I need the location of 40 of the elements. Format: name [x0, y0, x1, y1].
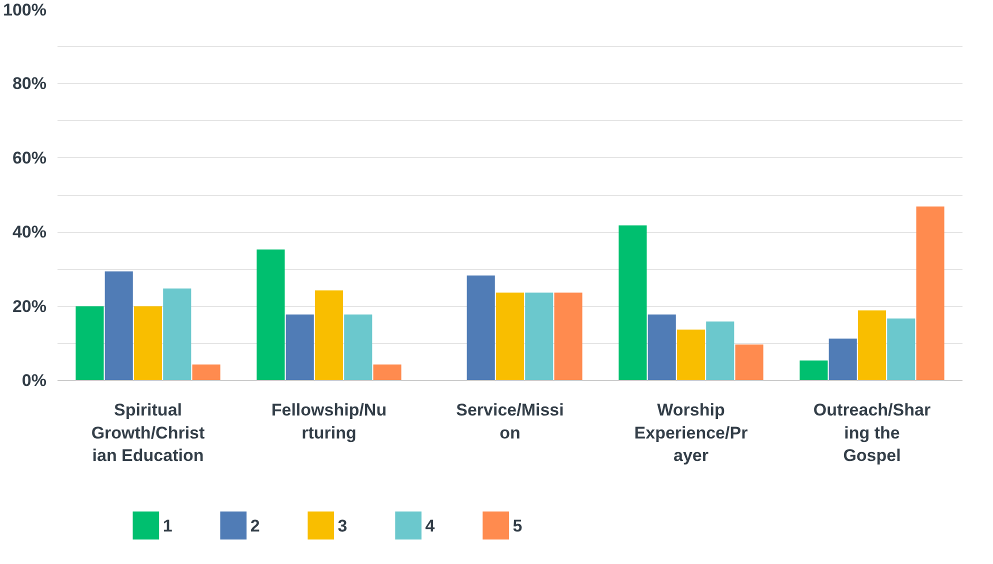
legend-label: 2 [250, 516, 260, 536]
legend-label: 5 [512, 516, 522, 536]
x-tick-label: Worship Experience/Prayer [634, 400, 748, 466]
x-tick-label: Service/Mission [456, 400, 564, 442]
bar [192, 364, 220, 380]
bar [858, 310, 886, 380]
bar [676, 330, 706, 380]
bar [163, 288, 192, 380]
legend-label: 1 [162, 516, 172, 536]
bar [76, 306, 104, 380]
y-tick-label: 60% [12, 148, 47, 168]
bar [256, 250, 285, 380]
x-tick-label: Fellowship/Nurturing [271, 400, 387, 442]
bar [286, 314, 314, 380]
bar [706, 322, 734, 380]
bar [314, 290, 344, 380]
bar [466, 276, 495, 380]
y-tick-label: 20% [12, 296, 47, 316]
bar [735, 344, 764, 380]
bar [618, 225, 647, 380]
bar [800, 360, 828, 380]
legend-label: 3 [338, 516, 348, 536]
bar [525, 292, 554, 380]
bar [554, 292, 582, 380]
bar [496, 292, 524, 380]
bar [887, 318, 916, 380]
bar [828, 338, 857, 380]
legend-label: 4 [425, 516, 436, 536]
y-tick-label: 80% [12, 74, 47, 94]
bar [104, 271, 133, 380]
bar [134, 306, 162, 380]
bar [344, 314, 372, 380]
x-tick-label: Outreach/Sharing the Gospel [813, 400, 931, 466]
bar [648, 314, 676, 380]
x-tick-label: Spiritual Growth/Christian Education [91, 400, 206, 466]
y-tick-label: 100% [3, 0, 47, 20]
y-tick-label: 40% [12, 222, 47, 242]
y-tick-label: 0% [22, 371, 47, 390]
bar [916, 206, 944, 380]
bar [373, 364, 402, 380]
